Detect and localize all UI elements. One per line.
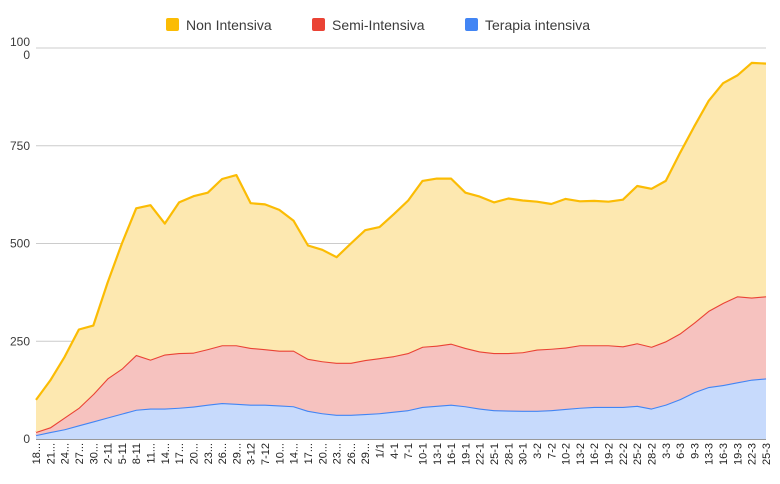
x-tick-label: 6-3 [675,443,687,459]
x-tick-label: 9-3 [689,443,701,459]
area-semi-intensiva [36,296,766,436]
x-tick-label: 27... [74,443,86,464]
x-tick-label: 30-1 [518,443,530,465]
x-tick-label: 10-2 [561,443,573,465]
x-axis: 18... 21... 24... 27... 30... 2-11 5-11 8-11 11.… [31,443,773,465]
legend-swatch [312,18,325,31]
x-tick-label: 21... [45,443,57,464]
x-tick-label: 13-2 [575,443,587,465]
x-tick-label: 7-2 [546,443,558,459]
x-tick-label: 28-2 [646,443,658,465]
legend-item[interactable]: Non Intensiva [166,17,272,33]
x-tick-label: 13-1 [432,443,444,465]
x-tick-label: 25-2 [632,443,644,465]
y-tick-label: 500 [10,237,30,251]
x-tick-label: 25-1 [489,443,501,465]
legend-label: Semi-Intensiva [332,17,425,33]
x-tick-label: 10-1 [417,443,429,465]
x-tick-label: 26... [217,443,229,464]
plot-areas [35,61,767,439]
x-tick-label: 16-2 [589,443,601,465]
area-non-intensiva [36,62,766,433]
x-tick-label: 4-1 [389,443,401,459]
x-tick-label: 17... [303,443,315,464]
x-tick-label: 18... [31,443,43,464]
area-terapia-intensiva [36,378,766,439]
x-tick-label: 23... [203,443,215,464]
legend-swatch [465,18,478,31]
legend-item[interactable]: Terapia intensiva [465,17,590,33]
x-tick-label: 17... [174,443,186,464]
x-tick-label: 14... [160,443,172,464]
x-tick-label: 7-1 [403,443,415,459]
x-tick-label: 30... [88,443,100,464]
x-tick-label: 23... [332,443,344,464]
x-tick-label: 19-2 [604,443,616,465]
x-tick-label: 8-11 [131,443,143,464]
y-tick-label: 0 [23,432,30,446]
x-tick-label: 16-3 [718,443,730,465]
x-tick-label: 24... [60,443,72,464]
y-tick-label: 250 [10,334,30,348]
x-tick-label: 14... [289,443,301,464]
x-tick-label: 5-11 [117,443,129,464]
x-tick-label: 20... [188,443,200,464]
y-tick-label: 750 [10,139,30,153]
x-tick-label: 13-3 [704,443,716,465]
x-tick-label: 11... [146,443,158,464]
x-tick-label: 3-12 [246,443,258,465]
x-tick-label: 3-2 [532,443,544,459]
x-tick-label: 1/1 [375,443,387,458]
x-tick-label: 22-2 [618,443,630,465]
x-tick-label: 19-1 [460,443,472,465]
x-tick-label: 7-12 [260,443,272,465]
x-tick-label: 16-1 [446,443,458,465]
y-axis: 0 250 500 750 100 0 [10,35,30,446]
x-tick-label: 28-1 [503,443,515,465]
x-tick-label: 2-11 [103,443,115,464]
legend-label: Non Intensiva [186,17,272,33]
x-tick-label: 26... [346,443,358,464]
x-tick-label: 29... [231,443,243,464]
x-tick-label: 25-3 [761,443,773,465]
x-tick-label: 3-3 [661,443,673,459]
legend-item[interactable]: Semi-Intensiva [312,17,425,33]
legend-swatch [166,18,179,31]
legend: Non Intensiva Semi-Intensiva Terapia inten… [166,17,590,33]
x-tick-label: 22-1 [475,443,487,465]
legend-label: Terapia intensiva [485,17,590,33]
x-tick-label: 20... [317,443,329,464]
y-tick-label: 100 0 [10,35,30,62]
x-tick-label: 19-3 [732,443,744,465]
x-tick-label: 10... [274,443,286,464]
x-tick-label: 29... [360,443,372,464]
x-tick-label: 22-3 [747,443,759,465]
line-non-intensiva [35,61,767,401]
